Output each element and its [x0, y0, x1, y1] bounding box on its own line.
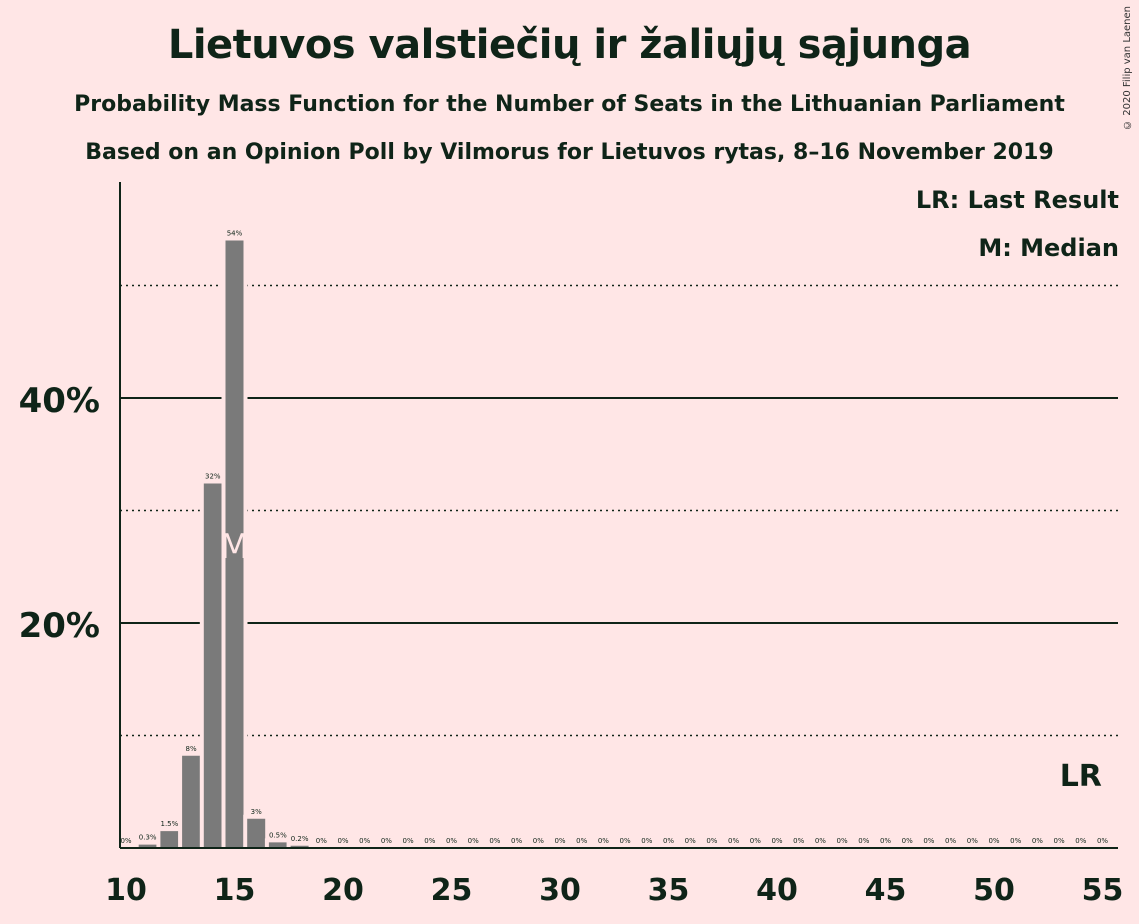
bar-value-label: 0%	[685, 837, 696, 845]
y-tick-label: 40%	[19, 381, 100, 421]
bar-value-label: 54%	[227, 230, 243, 238]
bar-seat-13	[182, 755, 201, 848]
bar-value-label: 0%	[1010, 837, 1021, 845]
bar-seat-11	[138, 844, 157, 848]
x-tick-label: 30	[539, 873, 581, 908]
bar-value-label: 0%	[771, 837, 782, 845]
median-marker: M	[220, 527, 249, 567]
bar-value-label: 0%	[446, 837, 457, 845]
bar-value-label: 0%	[1032, 837, 1043, 845]
last-result-marker: LR	[1060, 759, 1102, 794]
bar-halo	[286, 841, 313, 848]
bar-value-label: 0%	[641, 837, 652, 845]
bar-value-label: 0%	[511, 837, 522, 845]
bar-value-label: 0%	[837, 837, 848, 845]
bar-value-label: 32%	[205, 473, 221, 481]
bar-value-label: 0%	[663, 837, 674, 845]
x-tick-label: 40	[756, 873, 798, 908]
bar-value-label: 0%	[945, 837, 956, 845]
bar-value-label: 0%	[337, 837, 348, 845]
bar-seat-14	[203, 483, 222, 848]
bar-value-label: 0%	[316, 837, 327, 845]
y-tick-label: 20%	[19, 606, 100, 646]
bar-value-label: 0%	[923, 837, 934, 845]
bar-value-label: 0%	[1097, 837, 1108, 845]
bar-value-label: 0%	[381, 837, 392, 845]
bar-value-label: 1.5%	[161, 820, 179, 828]
x-tick-label: 35	[648, 873, 690, 908]
bar-value-label: 0.3%	[139, 834, 157, 842]
bar-value-label: 0%	[403, 837, 414, 845]
bar-value-label: 0%	[533, 837, 544, 845]
bar-value-label: 0%	[880, 837, 891, 845]
x-tick-label: 50	[973, 873, 1015, 908]
legend-median: M: Median	[978, 234, 1119, 262]
bar-value-label: 0%	[576, 837, 587, 845]
bar-value-label: 0%	[858, 837, 869, 845]
x-tick-label: 15	[214, 873, 256, 908]
x-tick-label: 20	[322, 873, 364, 908]
bar-halo	[134, 840, 161, 848]
bar-value-label: 0%	[728, 837, 739, 845]
bar-value-label: 0.2%	[291, 835, 309, 843]
bar-value-label: 0%	[468, 837, 479, 845]
bar-value-label: 0%	[424, 837, 435, 845]
bar-value-label: 0%	[620, 837, 631, 845]
x-tick-label: 45	[865, 873, 907, 908]
chart-source: Based on an Opinion Poll by Vilmorus for…	[85, 140, 1054, 165]
bar-value-label: 0%	[967, 837, 978, 845]
bar-seat-15	[225, 240, 244, 848]
bar-value-label: 0%	[902, 837, 913, 845]
bar-value-label: 0%	[793, 837, 804, 845]
x-tick-label: 25	[431, 873, 473, 908]
bar-value-label: 0%	[489, 837, 500, 845]
bar-value-label: 3%	[251, 808, 262, 816]
bar-seat-12	[160, 831, 179, 848]
bar-seat-18	[290, 845, 309, 848]
chart-title: Lietuvos valstiečių ir žaliųjų sąjunga	[167, 22, 972, 68]
x-tick-label: 55	[1082, 873, 1124, 908]
bar-value-label: 0%	[750, 837, 761, 845]
bar-value-label: 0%	[815, 837, 826, 845]
x-tick-label: 10	[105, 873, 147, 908]
bar-value-label: 0%	[359, 837, 370, 845]
bar-value-label: 0.5%	[269, 831, 287, 839]
bar-value-label: 0%	[1075, 837, 1086, 845]
chart-subtitle: Probability Mass Function for the Number…	[74, 92, 1065, 117]
bar-seat-16	[247, 818, 266, 848]
bar-seat-17	[268, 842, 287, 848]
bar-value-label: 0%	[120, 837, 131, 845]
bar-value-label: 0%	[988, 837, 999, 845]
bar-value-label: 0%	[554, 837, 565, 845]
bar-value-label: 8%	[186, 745, 197, 753]
bar-value-label: 0%	[1054, 837, 1065, 845]
bar-value-label: 0%	[598, 837, 609, 845]
bar-value-label: 0%	[706, 837, 717, 845]
legend-last-result: LR: Last Result	[915, 186, 1119, 214]
